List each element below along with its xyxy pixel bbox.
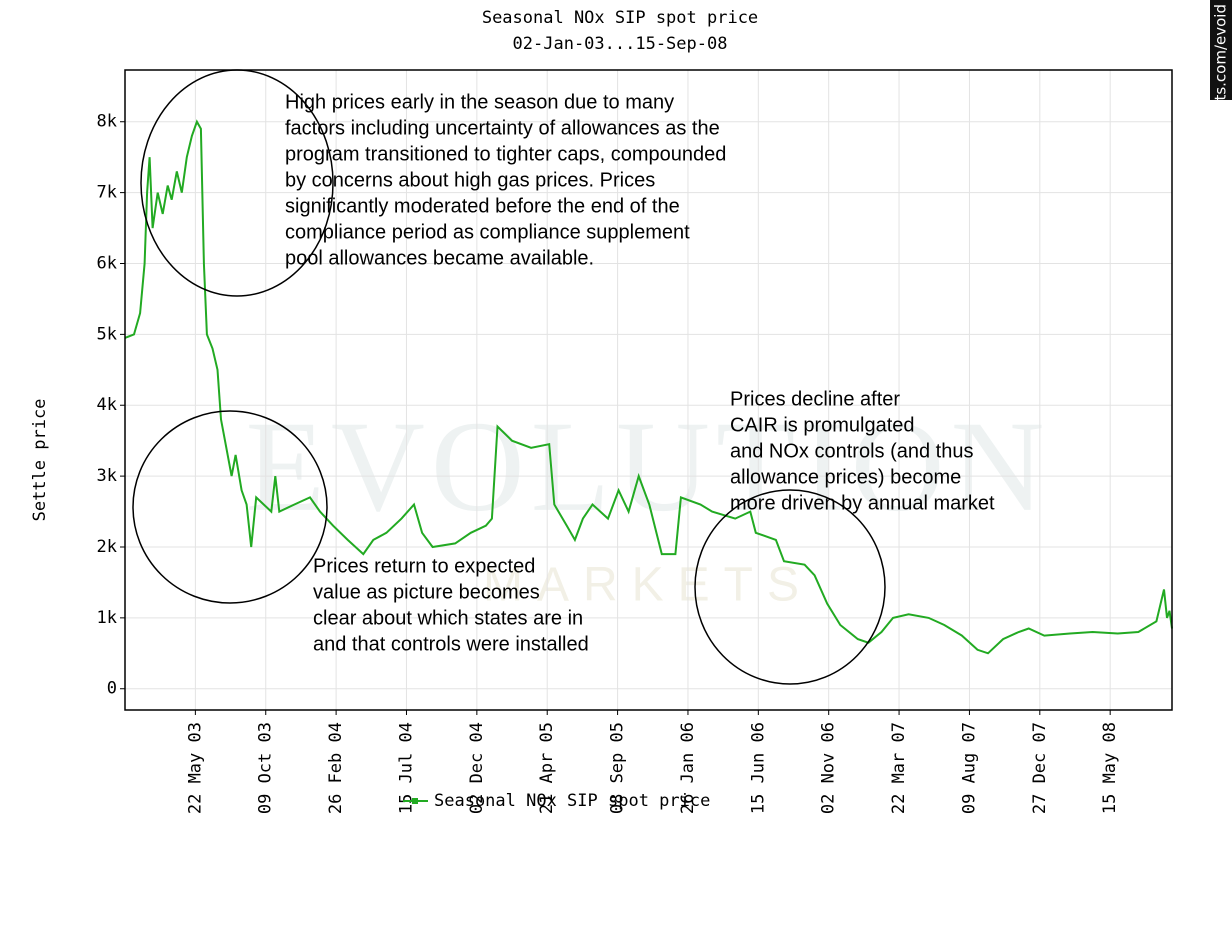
annotation: by concerns about high gas prices. Price… [285,169,655,191]
chart-subtitle: 02-Jan-03...15-Sep-08 [513,34,728,54]
annotation: allowance prices) become [730,466,961,488]
x-tick-label: 26 Feb 04 [326,722,346,814]
annotation: clear about which states are in [313,607,583,629]
x-tick-label: 09 Aug 07 [959,722,979,814]
legend-marker [412,798,418,804]
series-line [124,119,1173,655]
chart-title: Seasonal NOx SIP spot price [482,8,758,28]
x-tick-label: 08 Sep 05 [608,722,628,814]
y-tick-label: 5k [97,324,117,344]
annotation: and that controls were installed [313,633,589,655]
x-tick-label: 15 May 08 [1100,722,1120,814]
x-tick-label: 27 Dec 07 [1030,722,1050,814]
annotation: compliance period as compliance suppleme… [285,221,690,243]
legend-label: Seasonal NOx SIP spot price [434,791,710,811]
x-tick-label: 22 May 03 [185,722,205,814]
highlight-circle [132,410,328,604]
y-tick-label: 3k [97,466,117,486]
annotation: more driven by annual market [730,492,995,514]
annotation: value as picture becomes [313,581,540,603]
y-tick-label: 8k [97,112,117,132]
annotation: Prices return to expected [313,555,535,577]
x-tick-label: 02 Dec 04 [467,722,487,814]
side-banner [1210,0,1232,100]
watermark: EVOLUTION [246,395,1051,539]
y-tick-label: 6k [97,253,117,273]
y-tick-label: 1k [97,608,117,628]
y-tick-label: 0 [107,679,117,699]
side-label: evomarkets.com/evoid [1212,4,1230,175]
x-tick-label: 09 Oct 03 [256,722,276,814]
y-axis-label: Settle price [30,399,50,522]
annotation: significantly moderated before the end o… [285,195,680,217]
annotation: Prices decline after [730,388,900,410]
annotation: program transitioned to tighter caps, co… [285,143,726,165]
x-tick-label: 26 Jan 06 [678,722,698,814]
plot-frame [124,69,1173,711]
watermark: MARKETS [483,559,813,612]
annotation: CAIR is promulgated [730,414,915,436]
plot-area: EVOLUTION MARKETS 0 1k 2k 3k 4k 5k 6k 7k 8k 22 May … [97,69,1173,814]
x-tick-label: 21 Apr 05 [537,722,557,814]
y-tick-label: 7k [97,183,117,203]
x-tick-label: 15 Jul 04 [396,722,416,814]
x-tick-label: 22 Mar 07 [889,722,909,814]
highlight-circle [140,69,334,297]
x-tick-label: 02 Nov 06 [819,722,839,814]
annotation: pool allowances became available. [285,247,594,269]
x-tick-label: 15 Jun 06 [748,722,768,814]
annotation: factors including uncertainty of allowan… [285,117,720,139]
y-tick-label: 4k [97,395,117,415]
annotation: High prices early in the season due to m… [285,91,674,113]
y-tick-label: 2k [97,537,117,557]
highlight-circle [694,489,886,685]
annotation: and NOx controls (and thus [730,440,973,462]
